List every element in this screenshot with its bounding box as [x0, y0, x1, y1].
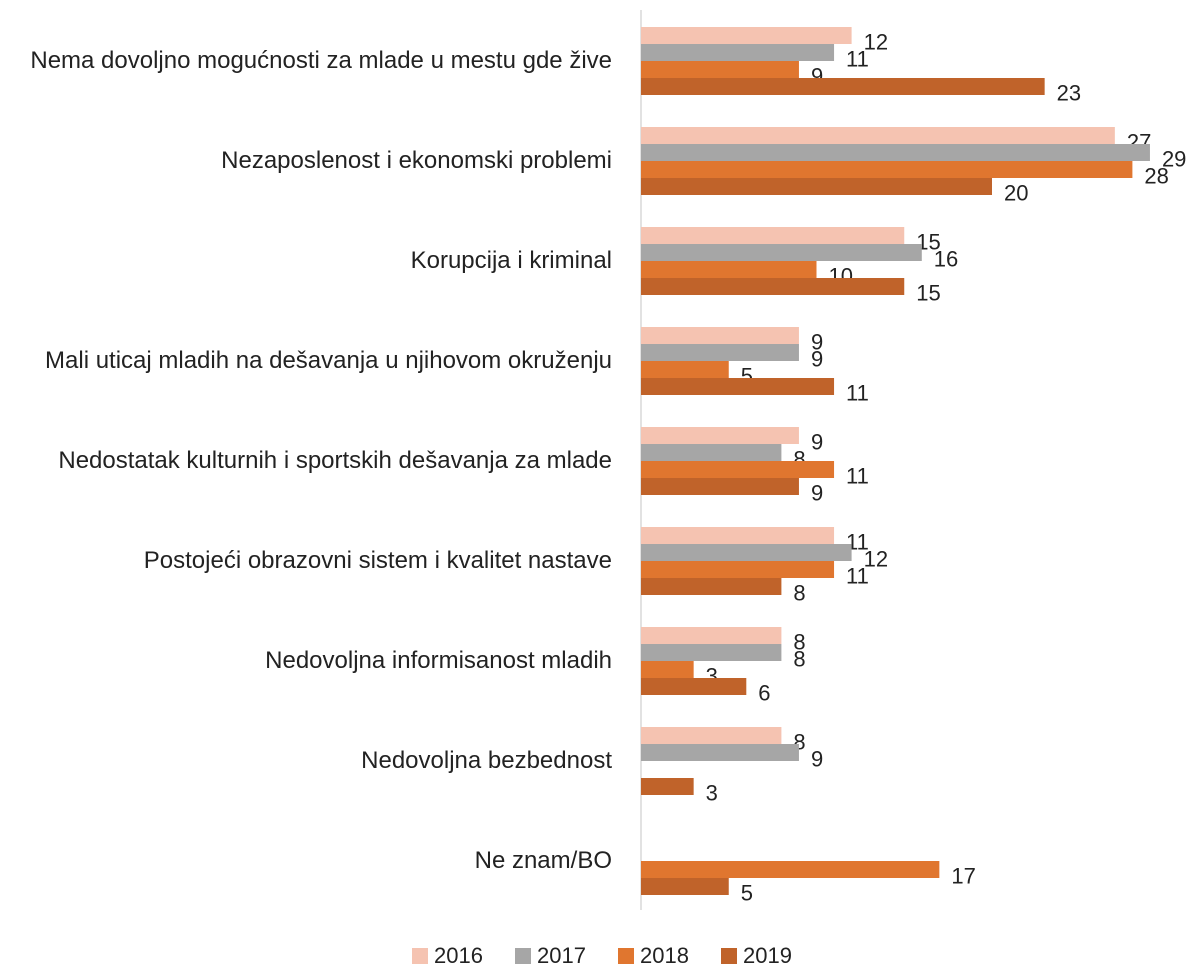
value-label: 20: [1004, 180, 1028, 205]
value-label: 9: [811, 480, 823, 505]
value-label: 3: [706, 780, 718, 805]
bar: [641, 261, 817, 278]
bar: [641, 61, 799, 78]
bar: [641, 144, 1150, 161]
value-label: 8: [793, 646, 805, 671]
legend-swatch: [618, 948, 634, 964]
bar: [641, 178, 992, 195]
bar: [641, 861, 940, 878]
value-label: 16: [934, 246, 958, 271]
value-label: 9: [811, 346, 823, 371]
legend-label: 2018: [640, 943, 689, 968]
value-label: 12: [864, 546, 888, 571]
value-label: 9: [811, 746, 823, 771]
bar: [641, 127, 1115, 144]
value-label: 11: [846, 529, 869, 554]
value-label: 5: [741, 880, 753, 905]
category-label: Ne znam/BO: [474, 847, 612, 874]
category-label: Korupcija i kriminal: [410, 247, 612, 274]
category-label: Mali uticaj mladih na dešavanja u njihov…: [45, 347, 612, 374]
bar: [641, 478, 799, 495]
bar: [641, 427, 799, 444]
category-label: Nezaposlenost i ekonomski problemi: [221, 147, 612, 174]
legend-swatch: [515, 948, 531, 964]
value-label: 11: [846, 563, 869, 588]
bar: [641, 444, 782, 461]
value-label: 9: [811, 429, 823, 454]
value-label: 11: [846, 46, 869, 71]
category-label-box: Nedovoljna bezbednost: [12, 711, 612, 811]
value-label: 6: [758, 680, 770, 705]
bar: [641, 44, 835, 61]
bar: [641, 278, 905, 295]
bar: [641, 161, 1133, 178]
bar: [641, 78, 1045, 95]
bar: [641, 627, 782, 644]
legend-label: 2016: [434, 943, 483, 968]
value-label: 11: [846, 463, 869, 488]
category-label: Postojeći obrazovni sistem i kvalitet na…: [143, 547, 612, 574]
bar: [641, 544, 852, 561]
category-label-box: Nezaposlenost i ekonomski problemi: [12, 111, 612, 211]
category-label: Nedovoljna informisanost mladih: [265, 647, 612, 674]
category-label-box: Nema dovoljno mogućnosti za mlade u mest…: [12, 11, 612, 111]
category-label: Nedovoljna bezbednost: [361, 747, 612, 774]
bar: [641, 878, 729, 895]
bar: [641, 244, 922, 261]
legend-label: 2017: [537, 943, 586, 968]
bar: [641, 27, 852, 44]
bar: [641, 661, 694, 678]
bar: [641, 527, 835, 544]
category-label-box: Mali uticaj mladih na dešavanja u njihov…: [12, 311, 612, 411]
value-label: 12: [864, 29, 888, 54]
bar: [641, 361, 729, 378]
category-label-box: Postojeći obrazovni sistem i kvalitet na…: [12, 511, 612, 611]
legend-swatch: [721, 948, 737, 964]
bar: [641, 644, 782, 661]
value-label: 8: [793, 629, 805, 654]
category-label-box: Ne znam/BO: [12, 811, 612, 911]
bar: [641, 378, 835, 395]
value-label: 23: [1057, 80, 1081, 105]
value-label: 11: [846, 380, 869, 405]
category-label: Nema dovoljno mogućnosti za mlade u mest…: [30, 47, 612, 74]
bar: [641, 327, 799, 344]
bar: [641, 678, 747, 695]
legend-swatch: [412, 948, 428, 964]
bar: [641, 578, 782, 595]
bar: [641, 344, 799, 361]
legend-label: 2019: [743, 943, 792, 968]
bar: [641, 461, 835, 478]
category-label: Nedostatak kulturnih i sportskih dešavan…: [58, 447, 612, 474]
category-label-box: Nedostatak kulturnih i sportskih dešavan…: [12, 411, 612, 511]
value-label: 28: [1144, 163, 1168, 188]
category-label-box: Nedovoljna informisanost mladih: [12, 611, 612, 711]
bar: [641, 227, 905, 244]
category-label-box: Korupcija i kriminal: [12, 211, 612, 311]
bar: [641, 727, 782, 744]
value-label: 9: [811, 329, 823, 354]
bar: [641, 561, 835, 578]
bar: [641, 778, 694, 795]
value-label: 17: [951, 863, 975, 888]
value-label: 29: [1162, 146, 1186, 171]
bar: [641, 744, 799, 761]
value-label: 15: [916, 280, 940, 305]
value-label: 8: [793, 580, 805, 605]
